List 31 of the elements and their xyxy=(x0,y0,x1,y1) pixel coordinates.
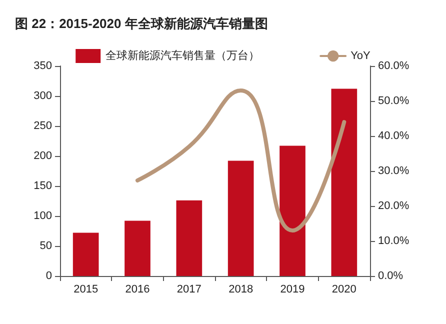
x-tick-label: 2020 xyxy=(332,284,356,296)
y-tick-label: 250 xyxy=(34,120,52,132)
y-tick-label: 300 xyxy=(34,90,52,102)
y-tick-label: 100 xyxy=(34,210,52,222)
y2-tick-label: 30.0% xyxy=(378,165,410,177)
bar xyxy=(331,88,358,276)
y-tick-label: 50 xyxy=(40,240,52,252)
y-tick-label: 150 xyxy=(34,180,52,192)
y-tick-label: 0 xyxy=(46,270,52,282)
x-tick-label: 2018 xyxy=(228,284,254,296)
bar xyxy=(124,220,150,276)
y2-tick-label: 60.0% xyxy=(378,60,410,72)
x-tick-label: 2016 xyxy=(125,284,150,296)
bar xyxy=(280,146,306,276)
bar xyxy=(228,160,254,276)
y2-tick-label: 10.0% xyxy=(378,235,410,247)
chart-title: 图 22：2015-2020 年全球新能源汽车销量图 xyxy=(15,16,268,31)
y-tick-label: 200 xyxy=(34,150,52,162)
x-tick-label: 2017 xyxy=(176,284,202,296)
y2-tick-label: 20.0% xyxy=(378,200,410,212)
y2-tick-label: 50.0% xyxy=(378,95,410,107)
x-tick-label: 2015 xyxy=(74,284,98,296)
x-tick-label: 2019 xyxy=(280,284,305,296)
y-tick-label: 350 xyxy=(34,60,52,72)
bar xyxy=(176,200,202,276)
legend-label: YoY xyxy=(350,50,372,62)
y2-tick-label: 40.0% xyxy=(378,130,410,142)
legend-label: 全球新能源汽车销售量（万台） xyxy=(106,49,260,62)
y2-tick-label: 0.0% xyxy=(378,270,404,282)
line-series xyxy=(136,88,346,232)
bar xyxy=(72,232,99,276)
